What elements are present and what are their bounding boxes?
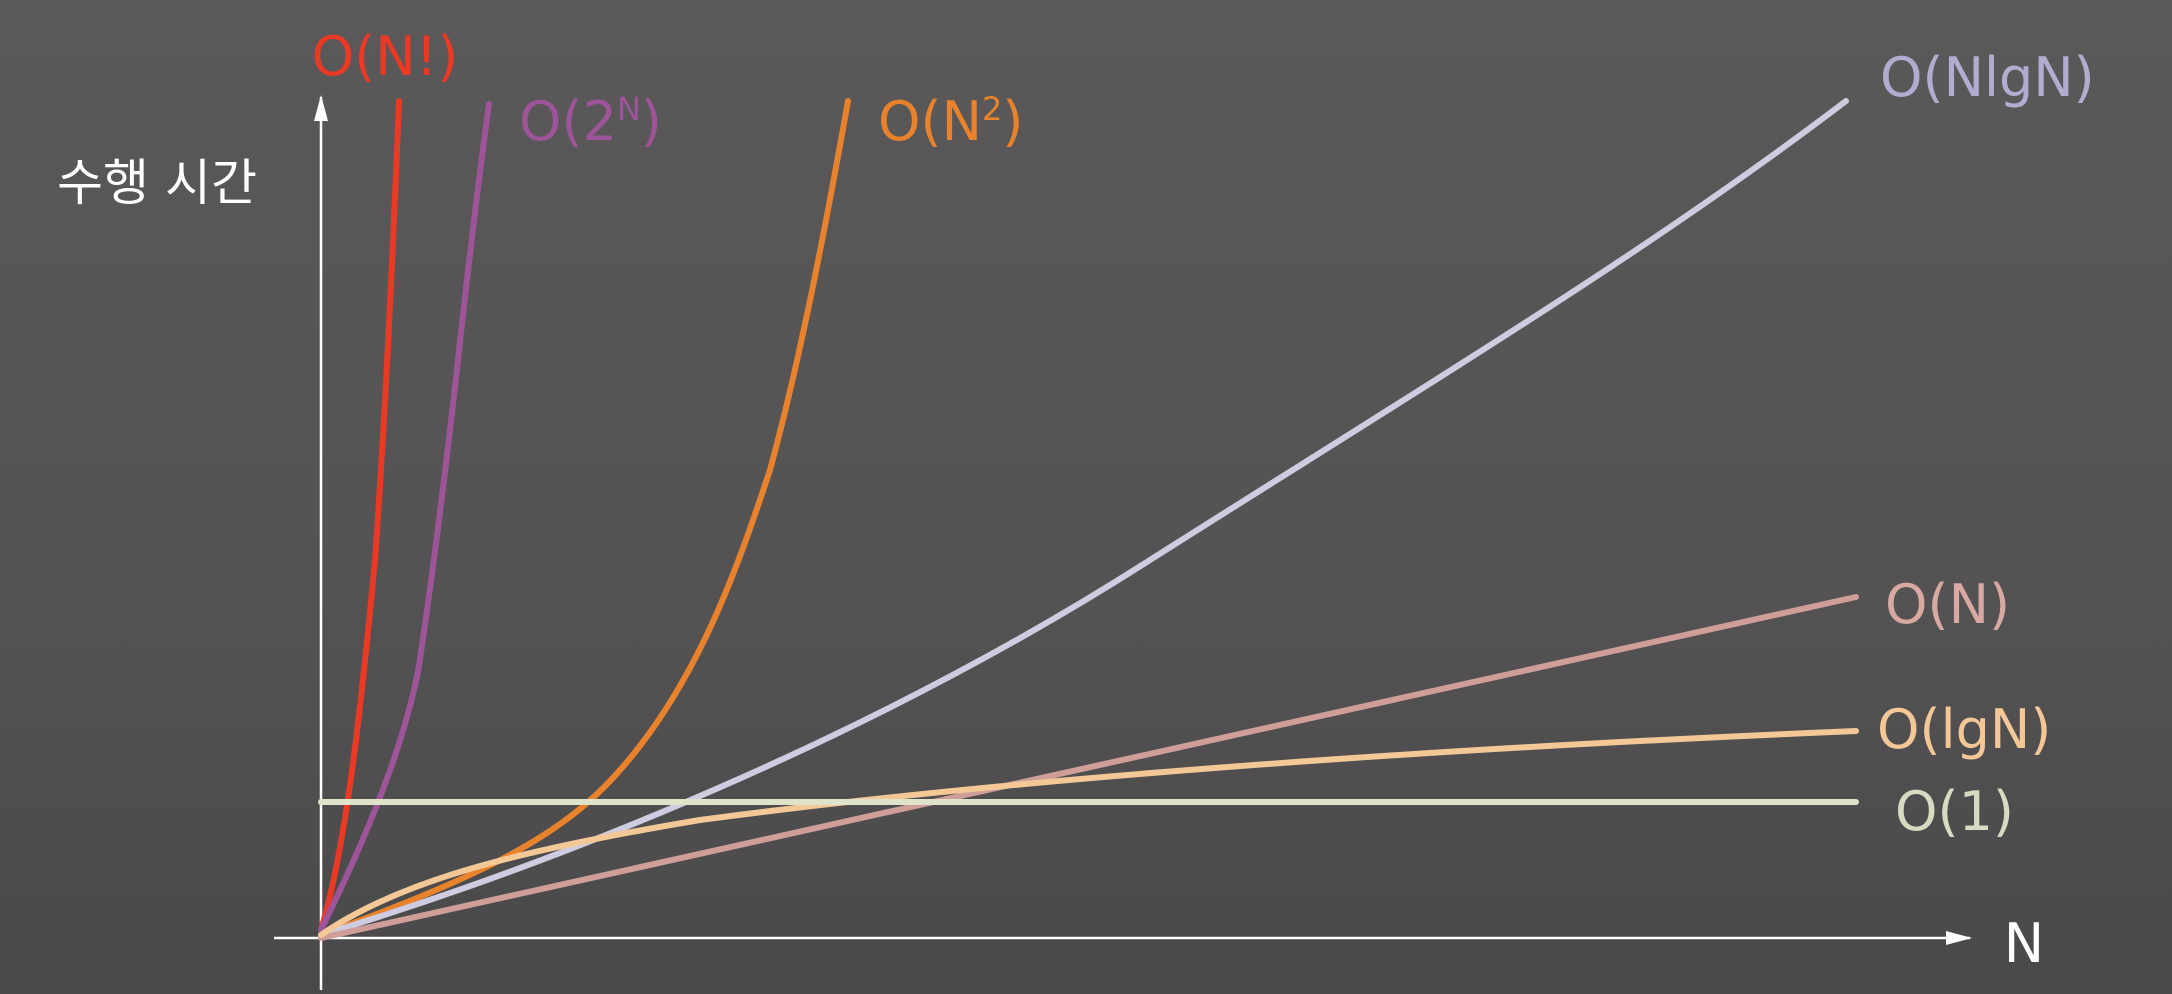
series-line-4: [318, 98, 1849, 938]
series-line-1: [318, 98, 402, 933]
series-label-4: O(NlgN): [1880, 46, 2095, 109]
series-line-5: [318, 594, 1859, 941]
y-axis-label: 수행 시간: [57, 154, 257, 212]
series-label-7: O(1): [1895, 780, 2014, 843]
series-label-3: O(N2): [878, 90, 1023, 153]
series-label-2: O(2N): [519, 90, 662, 153]
series-label-5: O(N): [1885, 573, 2010, 636]
series-label-6: O(lgN): [1877, 698, 2051, 761]
series-label-1: O(N!): [312, 25, 459, 88]
x-axis-label: N: [2004, 912, 2044, 975]
